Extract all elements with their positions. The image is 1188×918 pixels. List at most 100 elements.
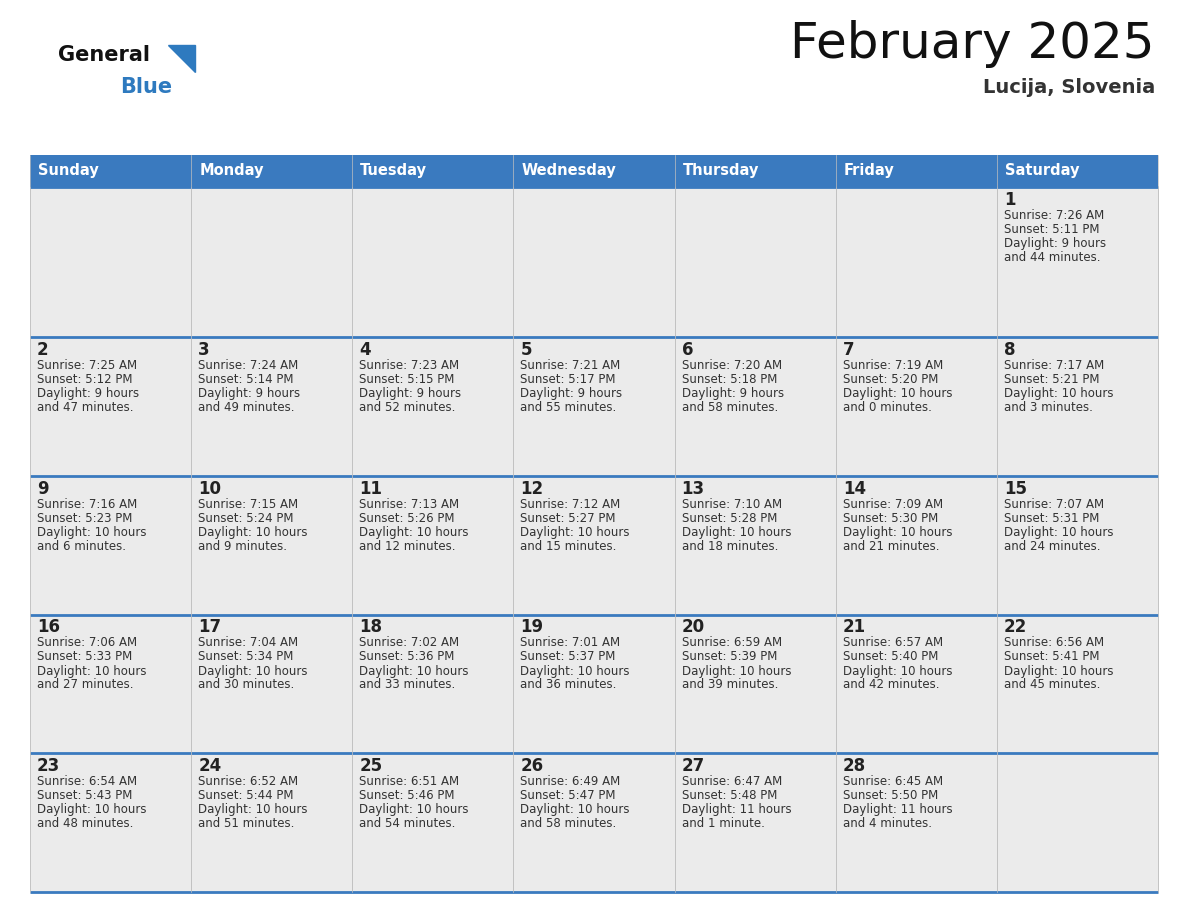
Text: Sunset: 5:24 PM: Sunset: 5:24 PM: [198, 511, 293, 525]
Text: Daylight: 10 hours: Daylight: 10 hours: [842, 387, 953, 400]
Text: Saturday: Saturday: [1005, 163, 1080, 178]
Text: and 6 minutes.: and 6 minutes.: [37, 540, 126, 553]
Text: Friday: Friday: [843, 163, 895, 178]
Text: Sunset: 5:31 PM: Sunset: 5:31 PM: [1004, 511, 1099, 525]
Text: Sunrise: 6:51 AM: Sunrise: 6:51 AM: [359, 775, 460, 789]
Text: 7: 7: [842, 341, 854, 359]
Text: Daylight: 9 hours: Daylight: 9 hours: [1004, 237, 1106, 250]
Text: Sunset: 5:28 PM: Sunset: 5:28 PM: [682, 511, 777, 525]
Text: Sunrise: 7:25 AM: Sunrise: 7:25 AM: [37, 359, 137, 372]
Text: Daylight: 10 hours: Daylight: 10 hours: [842, 665, 953, 677]
Text: 5: 5: [520, 341, 532, 359]
Bar: [513, 754, 675, 892]
Bar: [513, 337, 675, 476]
Text: 13: 13: [682, 480, 704, 498]
Text: Monday: Monday: [200, 163, 264, 178]
Text: 27: 27: [682, 757, 704, 775]
Bar: [997, 476, 1158, 614]
Bar: [835, 337, 997, 476]
Text: Sunrise: 7:21 AM: Sunrise: 7:21 AM: [520, 359, 620, 372]
Bar: [997, 187, 1158, 337]
Text: Sunset: 5:26 PM: Sunset: 5:26 PM: [359, 511, 455, 525]
Bar: [353, 754, 513, 892]
Bar: [353, 155, 513, 187]
Bar: [353, 337, 513, 476]
Bar: [835, 614, 997, 754]
Bar: [835, 187, 997, 337]
Text: Daylight: 10 hours: Daylight: 10 hours: [359, 526, 469, 539]
Text: and 39 minutes.: and 39 minutes.: [682, 678, 778, 691]
Text: Daylight: 10 hours: Daylight: 10 hours: [198, 526, 308, 539]
Bar: [353, 476, 513, 614]
Bar: [675, 754, 835, 892]
Text: Daylight: 10 hours: Daylight: 10 hours: [682, 665, 791, 677]
Bar: [997, 337, 1158, 476]
Text: Daylight: 10 hours: Daylight: 10 hours: [1004, 665, 1113, 677]
Bar: [353, 187, 513, 337]
Bar: [191, 337, 353, 476]
Text: Daylight: 10 hours: Daylight: 10 hours: [842, 526, 953, 539]
Text: Sunrise: 7:19 AM: Sunrise: 7:19 AM: [842, 359, 943, 372]
Text: 18: 18: [359, 619, 383, 636]
Text: Sunrise: 7:13 AM: Sunrise: 7:13 AM: [359, 498, 460, 510]
Text: 11: 11: [359, 480, 383, 498]
Text: Sunset: 5:34 PM: Sunset: 5:34 PM: [198, 651, 293, 664]
Text: Sunrise: 6:59 AM: Sunrise: 6:59 AM: [682, 636, 782, 650]
Bar: [675, 614, 835, 754]
Text: Sunset: 5:44 PM: Sunset: 5:44 PM: [198, 789, 293, 802]
Text: Sunrise: 7:12 AM: Sunrise: 7:12 AM: [520, 498, 620, 510]
Text: 21: 21: [842, 619, 866, 636]
Text: Sunday: Sunday: [38, 163, 99, 178]
Bar: [191, 187, 353, 337]
Text: Sunrise: 6:45 AM: Sunrise: 6:45 AM: [842, 775, 943, 789]
Text: Sunrise: 7:04 AM: Sunrise: 7:04 AM: [198, 636, 298, 650]
Text: Sunrise: 6:57 AM: Sunrise: 6:57 AM: [842, 636, 943, 650]
Text: Tuesday: Tuesday: [360, 163, 428, 178]
Bar: [191, 614, 353, 754]
Text: 19: 19: [520, 619, 544, 636]
Text: 2: 2: [37, 341, 49, 359]
Text: Blue: Blue: [120, 77, 172, 97]
Bar: [675, 337, 835, 476]
Text: and 47 minutes.: and 47 minutes.: [37, 401, 133, 414]
Text: and 44 minutes.: and 44 minutes.: [1004, 251, 1100, 264]
Bar: [513, 187, 675, 337]
Text: and 4 minutes.: and 4 minutes.: [842, 817, 931, 830]
Text: Sunset: 5:41 PM: Sunset: 5:41 PM: [1004, 651, 1099, 664]
Bar: [30, 614, 191, 754]
Text: 23: 23: [37, 757, 61, 775]
Text: Sunset: 5:14 PM: Sunset: 5:14 PM: [198, 373, 293, 386]
Bar: [675, 476, 835, 614]
Text: and 24 minutes.: and 24 minutes.: [1004, 540, 1100, 553]
Text: Sunset: 5:11 PM: Sunset: 5:11 PM: [1004, 223, 1099, 236]
Text: Sunrise: 7:09 AM: Sunrise: 7:09 AM: [842, 498, 943, 510]
Text: and 52 minutes.: and 52 minutes.: [359, 401, 456, 414]
Text: Sunset: 5:18 PM: Sunset: 5:18 PM: [682, 373, 777, 386]
Text: Sunrise: 6:47 AM: Sunrise: 6:47 AM: [682, 775, 782, 789]
Bar: [513, 614, 675, 754]
Text: and 0 minutes.: and 0 minutes.: [842, 401, 931, 414]
Text: Sunrise: 6:56 AM: Sunrise: 6:56 AM: [1004, 636, 1104, 650]
Text: and 48 minutes.: and 48 minutes.: [37, 817, 133, 830]
Text: General: General: [58, 45, 150, 65]
Text: Daylight: 11 hours: Daylight: 11 hours: [842, 803, 953, 816]
Text: Sunrise: 7:16 AM: Sunrise: 7:16 AM: [37, 498, 138, 510]
Bar: [30, 337, 191, 476]
Text: Sunrise: 7:23 AM: Sunrise: 7:23 AM: [359, 359, 460, 372]
Text: and 49 minutes.: and 49 minutes.: [198, 401, 295, 414]
Text: Daylight: 11 hours: Daylight: 11 hours: [682, 803, 791, 816]
Text: Sunrise: 6:49 AM: Sunrise: 6:49 AM: [520, 775, 620, 789]
Text: and 36 minutes.: and 36 minutes.: [520, 678, 617, 691]
Bar: [997, 155, 1158, 187]
Text: 1: 1: [1004, 191, 1016, 209]
Text: and 51 minutes.: and 51 minutes.: [198, 817, 295, 830]
Text: Sunset: 5:50 PM: Sunset: 5:50 PM: [842, 789, 939, 802]
Text: and 33 minutes.: and 33 minutes.: [359, 678, 455, 691]
Bar: [835, 155, 997, 187]
Text: Daylight: 10 hours: Daylight: 10 hours: [198, 803, 308, 816]
Text: Sunset: 5:30 PM: Sunset: 5:30 PM: [842, 511, 939, 525]
Text: Daylight: 10 hours: Daylight: 10 hours: [37, 526, 146, 539]
Text: Wednesday: Wednesday: [522, 163, 617, 178]
Text: and 54 minutes.: and 54 minutes.: [359, 817, 456, 830]
Text: and 12 minutes.: and 12 minutes.: [359, 540, 456, 553]
